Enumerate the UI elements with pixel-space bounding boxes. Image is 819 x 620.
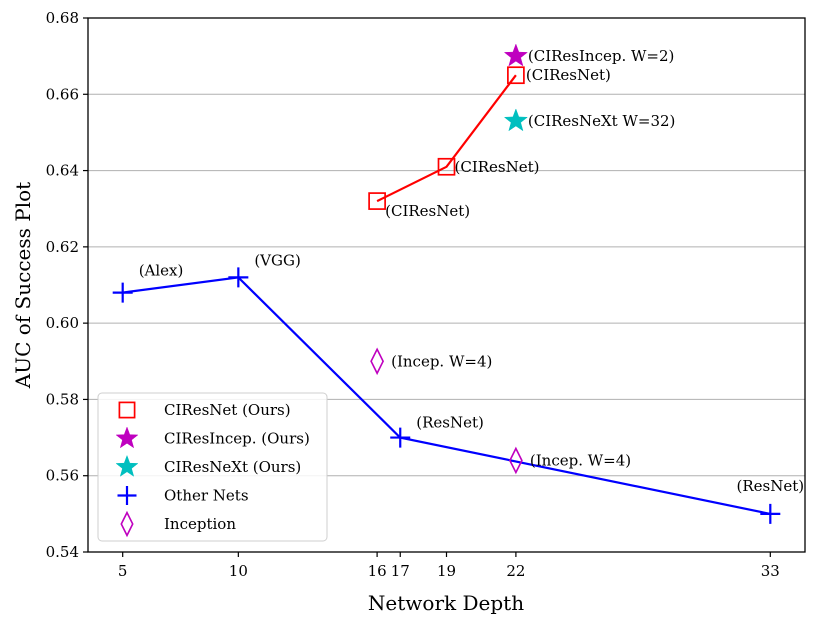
legend-label: Inception <box>164 515 236 533</box>
point-label: (Incep. W=4) <box>530 451 631 469</box>
point-label: (CIResNet) <box>526 66 611 84</box>
y-tick-label: 0.54 <box>46 543 79 561</box>
y-tick-label: 0.56 <box>46 467 79 485</box>
point-label: (VGG) <box>254 251 301 269</box>
point-label: (CIResNet) <box>385 202 470 220</box>
x-tick-label: 33 <box>761 562 780 580</box>
legend-label: CIResNet (Ours) <box>164 401 291 419</box>
legend: CIResNet (Ours) CIResIncep. (Ours) CIResNe… <box>97 392 328 542</box>
point-label: (CIResNet) <box>455 158 540 176</box>
data-point-square <box>437 157 456 176</box>
y-tick-label: 0.62 <box>46 238 79 256</box>
legend-marker-diamond <box>120 510 134 538</box>
y-axis-ticks: 0.54 0.56 0.58 0.60 0.62 0.64 0.66 0.68 <box>46 9 88 561</box>
series-lines <box>122 74 771 515</box>
legend-marker-star <box>115 426 139 449</box>
y-tick-label: 0.64 <box>46 162 79 180</box>
x-tick-label: 22 <box>506 562 525 580</box>
data-point-diamond <box>370 347 385 376</box>
legend-marker-square <box>118 401 136 419</box>
legend-box <box>97 392 328 542</box>
series-line <box>376 74 517 203</box>
point-label: (ResNet) <box>737 477 805 495</box>
point-label: (CIResIncep. W=2) <box>528 47 675 65</box>
data-point-star <box>503 43 528 67</box>
legend-label: Other Nets <box>164 487 249 505</box>
series-line <box>122 276 771 515</box>
data-point-plus <box>112 282 133 303</box>
point-label: (ResNet) <box>416 414 484 432</box>
data-point-square <box>507 66 525 85</box>
y-tick-label: 0.68 <box>46 9 79 27</box>
legend-label: CIResNeXt (Ours) <box>164 458 301 476</box>
y-tick-label: 0.66 <box>46 85 79 103</box>
point-label: (CIResNeXt W=32) <box>528 112 676 130</box>
x-axis-ticks: 5 10 16 17 19 22 33 <box>118 552 780 580</box>
x-tick-label: 19 <box>437 562 456 580</box>
data-point-plus <box>390 427 411 448</box>
x-tick-label: 16 <box>368 562 387 580</box>
legend-marker-star <box>115 454 139 477</box>
point-label: (Incep. W=4) <box>391 352 492 370</box>
data-point-square <box>368 192 386 210</box>
point-annotations: (CIResNet)(CIResNet)(CIResNet)(CIResInce… <box>139 47 804 495</box>
legend-marker-plus <box>117 486 137 505</box>
data-point-star <box>503 108 528 132</box>
data-point-plus <box>228 267 249 288</box>
y-tick-label: 0.58 <box>46 390 79 408</box>
legend-label: CIResIncep. (Ours) <box>164 430 310 448</box>
point-label: (Alex) <box>139 262 184 280</box>
y-tick-label: 0.60 <box>46 314 79 332</box>
x-tick-label: 10 <box>229 562 248 580</box>
data-point-diamond <box>508 446 523 475</box>
x-axis-label: Network Depth <box>368 591 524 615</box>
x-tick-label: 5 <box>118 562 128 580</box>
x-tick-label: 17 <box>391 562 410 580</box>
data-point-plus <box>760 503 781 524</box>
data-markers <box>112 43 781 524</box>
y-axis-label: AUC of Success Plot <box>11 182 35 389</box>
